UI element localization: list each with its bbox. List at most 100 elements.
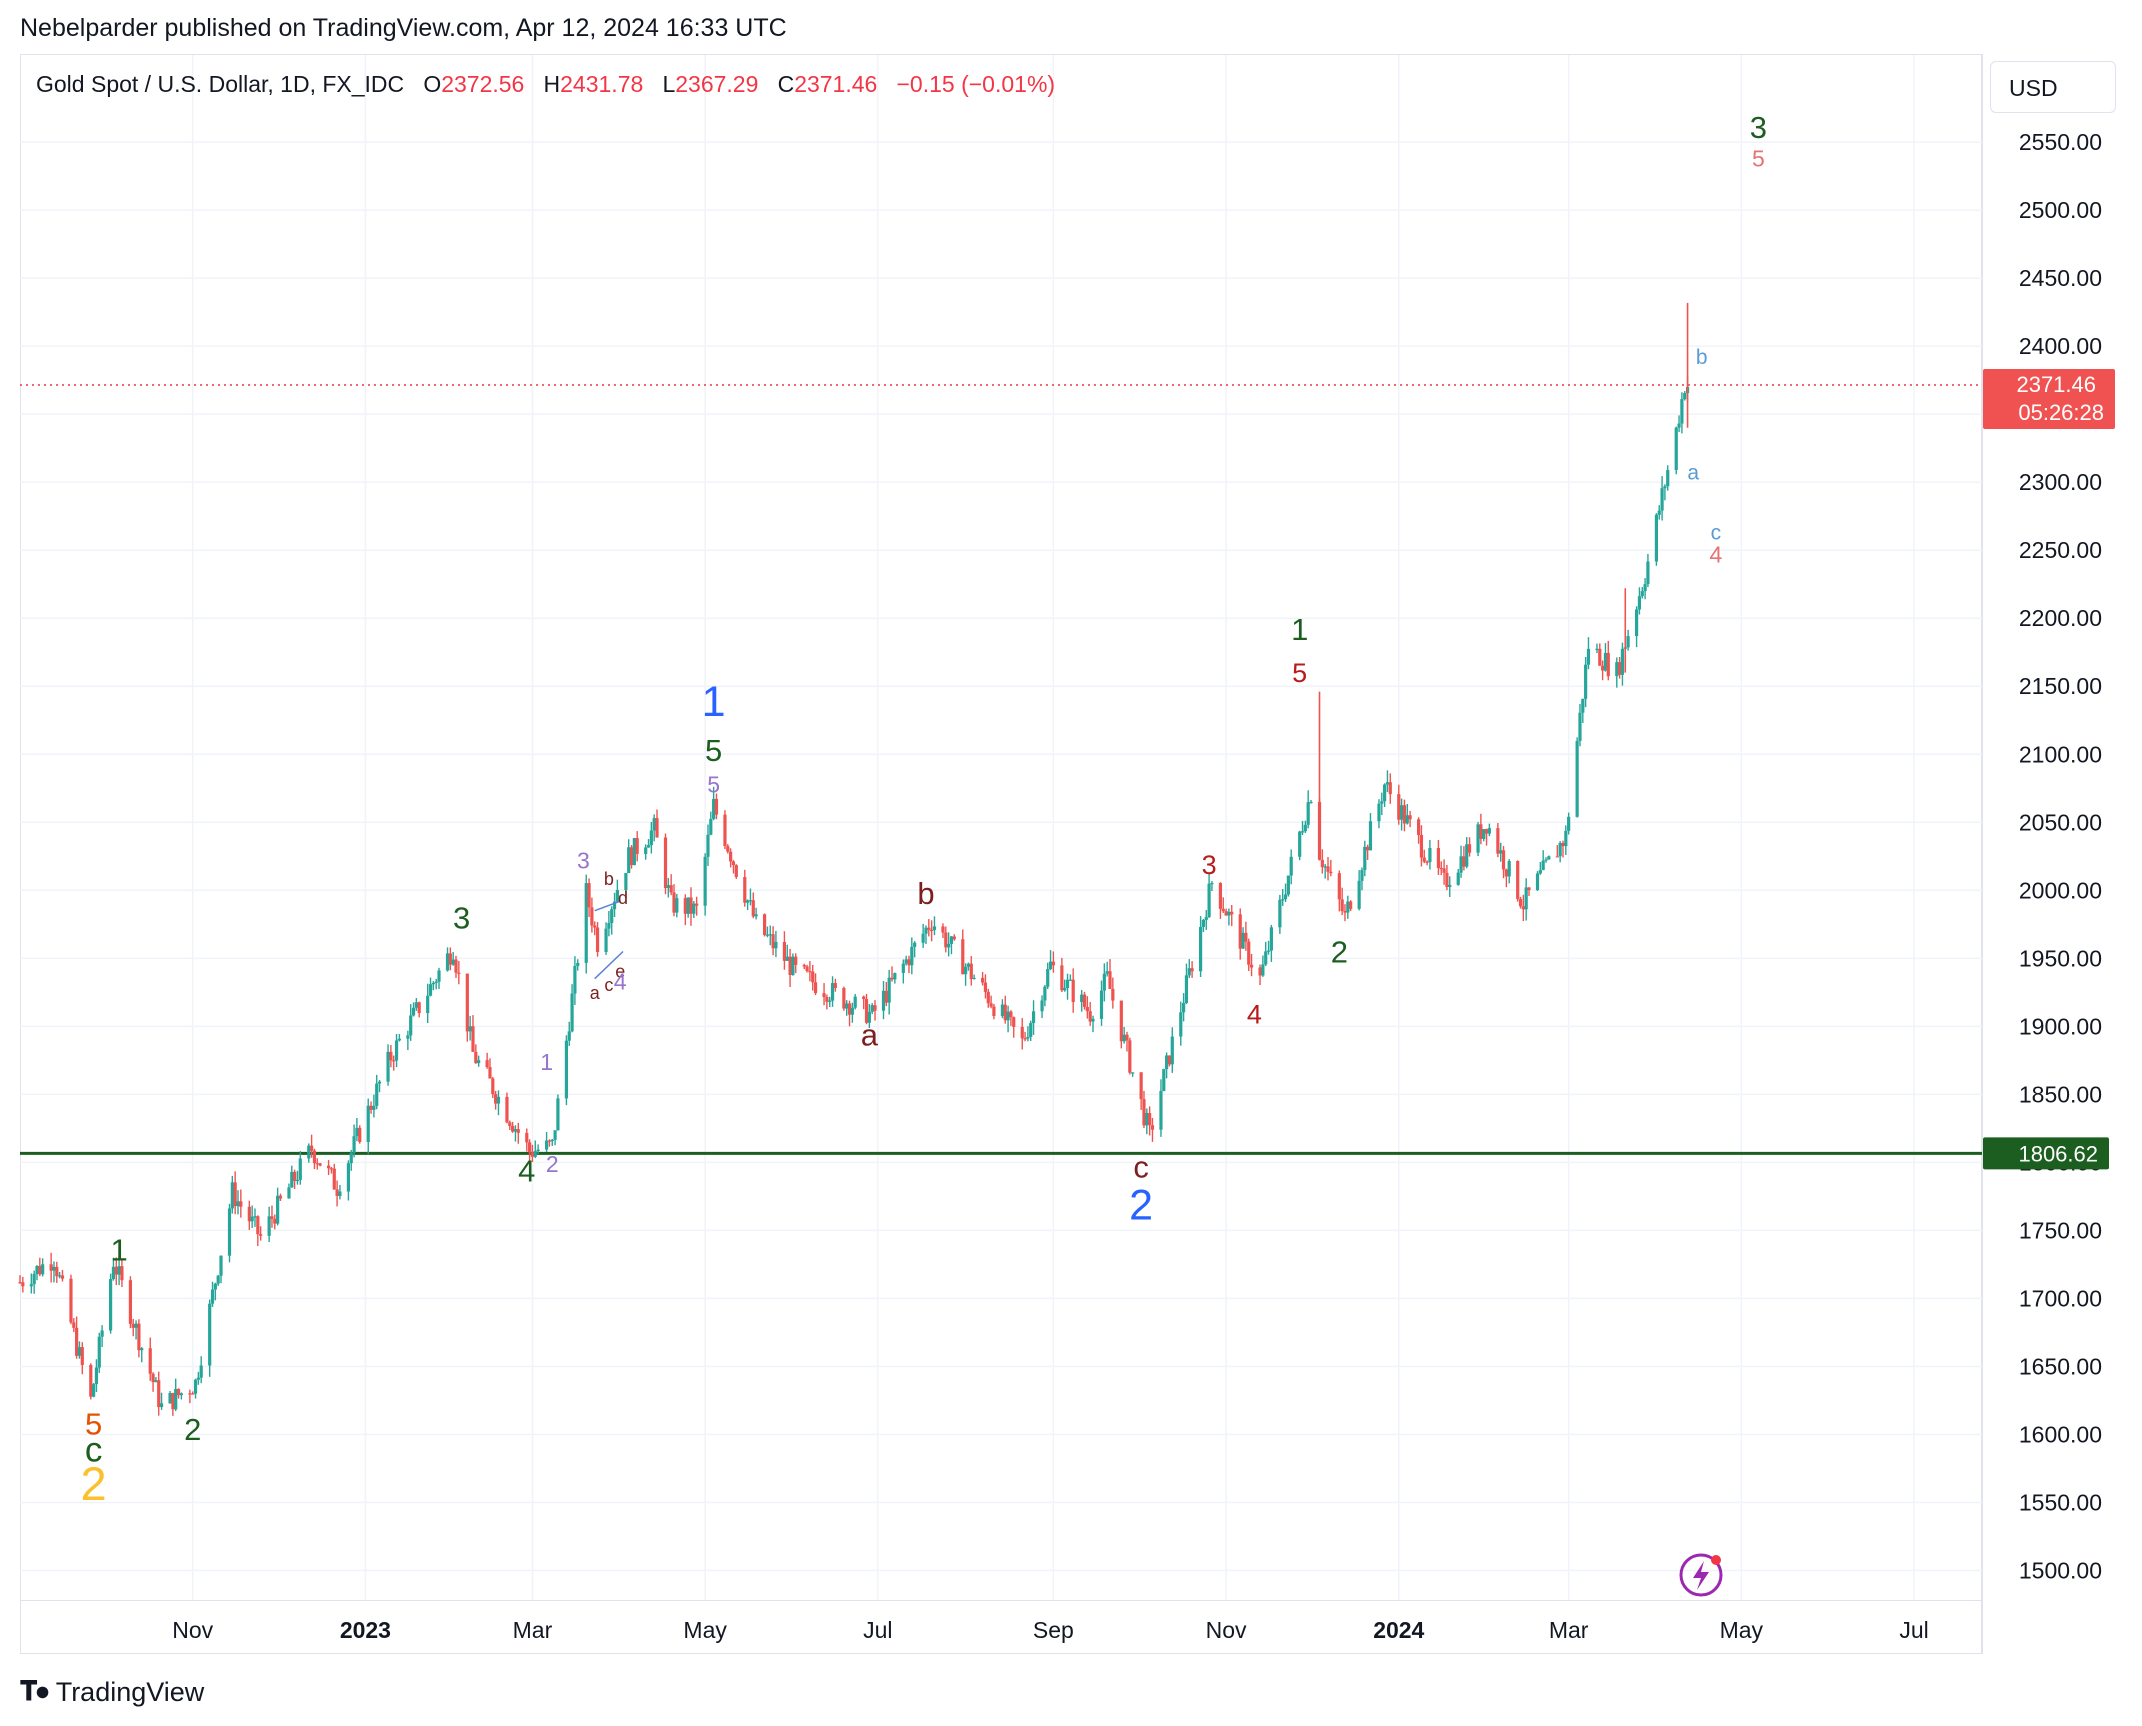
- candle-body: [1309, 801, 1313, 804]
- candle-body: [1646, 561, 1650, 585]
- candle-body: [544, 1140, 549, 1150]
- candle-body: [1119, 1000, 1123, 1042]
- wave-label: 5: [1752, 146, 1765, 172]
- candle-body: [1258, 967, 1262, 976]
- candle-body: [723, 814, 727, 847]
- candle-body: [1666, 470, 1670, 487]
- candle-body: [58, 1275, 62, 1277]
- candle-body: [437, 970, 441, 982]
- candle-body: [1080, 994, 1084, 1003]
- candle-body: [842, 988, 846, 1009]
- candle-body: [1499, 850, 1503, 854]
- candle-body: [734, 865, 738, 877]
- candle-body: [813, 982, 818, 994]
- candle-body: [1286, 875, 1290, 895]
- candle-body: [1439, 867, 1443, 870]
- candle-body: [1060, 965, 1064, 991]
- candle-body: [966, 963, 971, 967]
- candle-body: [1349, 901, 1353, 909]
- candle-body: [108, 1279, 113, 1331]
- candle-body: [32, 1274, 36, 1285]
- candle-body: [706, 834, 710, 857]
- candle-body: [1145, 1113, 1149, 1126]
- candle-body: [969, 963, 973, 979]
- candle-body: [1459, 856, 1463, 873]
- candle-body: [1654, 514, 1659, 562]
- candle-body: [1448, 884, 1452, 888]
- candle-body: [94, 1367, 99, 1385]
- candle-body: [233, 1182, 237, 1207]
- candle-body: [1657, 510, 1661, 515]
- candle-body: [1558, 842, 1562, 857]
- wave-label: 5: [1292, 658, 1307, 688]
- candle-body: [247, 1206, 251, 1222]
- candle-body: [791, 956, 795, 976]
- x-tick-label: Mar: [1549, 1617, 1589, 1643]
- candle-body: [845, 1003, 849, 1009]
- candle-body: [672, 892, 676, 913]
- triangle-line: [594, 900, 621, 912]
- wave-label: 5: [85, 1406, 102, 1441]
- candle-body: [1422, 857, 1426, 862]
- candle-body: [1091, 1018, 1095, 1022]
- candle-body: [352, 1136, 356, 1153]
- candle-body: [1289, 856, 1293, 876]
- candle-body: [1476, 824, 1480, 853]
- candle-body: [1564, 830, 1568, 847]
- candle-body: [134, 1323, 138, 1328]
- candle-body: [590, 907, 594, 926]
- candle-body: [168, 1393, 172, 1404]
- candle-body: [1357, 880, 1361, 909]
- candle-body: [1465, 844, 1469, 867]
- candle-body: [980, 977, 985, 983]
- candle-body: [604, 928, 608, 952]
- wave-label: b: [604, 869, 614, 889]
- price-tag-value: 2371.46: [2016, 372, 2096, 397]
- candle-body: [1575, 740, 1579, 817]
- candle-body: [1595, 648, 1599, 650]
- currency-button[interactable]: USD: [1990, 61, 2116, 113]
- candle-body: [35, 1265, 39, 1275]
- candle-body: [1541, 860, 1545, 871]
- candle-body: [1207, 883, 1211, 918]
- candle-body: [69, 1278, 73, 1323]
- candle-body: [1300, 831, 1305, 833]
- candle-body: [847, 1003, 852, 1015]
- lightning-icon: [1679, 1553, 1723, 1597]
- wave-label: 1: [540, 1049, 553, 1075]
- candle-body: [961, 939, 965, 975]
- candle-body: [191, 1393, 195, 1395]
- candle-body: [1162, 1069, 1166, 1091]
- candle-body: [644, 847, 648, 854]
- wave-label: 1: [110, 1232, 127, 1267]
- y-tick-label: 2150.00: [2019, 673, 2102, 699]
- y-tick-label: 2400.00: [2019, 333, 2102, 359]
- candle-body: [1340, 899, 1344, 912]
- candle-body: [1425, 861, 1429, 863]
- candle-body: [663, 837, 668, 889]
- candle-body: [287, 1187, 291, 1199]
- candle-body: [1603, 652, 1608, 671]
- tradingview-logo[interactable]: 𝐓● TradingView: [20, 1676, 204, 1708]
- candle-body: [1125, 1034, 1129, 1041]
- candle-body: [1385, 782, 1390, 785]
- candle-body: [1269, 927, 1273, 951]
- candle-body: [375, 1083, 379, 1106]
- candle-body: [318, 1163, 322, 1166]
- candle-body: [1380, 801, 1384, 804]
- brand-label: TradingView: [55, 1676, 205, 1707]
- candle-body: [1182, 1003, 1186, 1013]
- candle-body: [213, 1283, 217, 1290]
- candle-body: [536, 1149, 540, 1152]
- candle-body: [1241, 932, 1245, 949]
- candle-body: [1283, 894, 1288, 900]
- candle-body: [1496, 828, 1500, 854]
- candle-body: [1179, 1012, 1183, 1037]
- candle-body: [491, 1078, 495, 1095]
- candle-body: [1368, 821, 1373, 851]
- candle-body: [768, 934, 772, 936]
- candle-body: [1400, 805, 1404, 820]
- candle-body: [358, 1127, 362, 1143]
- wave-label: 4: [1247, 1000, 1262, 1030]
